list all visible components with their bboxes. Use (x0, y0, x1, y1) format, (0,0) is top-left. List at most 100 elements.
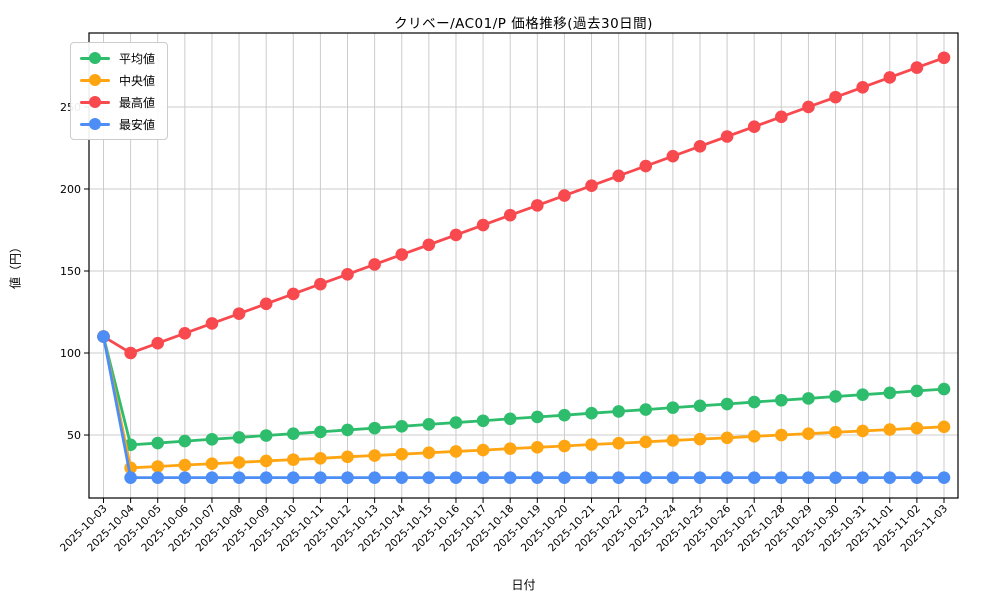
x-axis-label: 日付 (511, 578, 536, 592)
data-point-max (612, 169, 625, 183)
data-point-max (476, 218, 490, 232)
data-point-max (286, 287, 300, 301)
data-point-median (503, 442, 517, 455)
legend-item-max: 最高値 (80, 94, 155, 110)
data-point-median (747, 430, 761, 443)
data-point-min (151, 471, 165, 484)
data-point-median (829, 425, 842, 439)
data-point-average (232, 431, 246, 444)
data-point-min (883, 471, 897, 484)
data-point-median (178, 458, 192, 472)
data-point-min (802, 471, 815, 484)
legend-label-average: 平均値 (119, 51, 156, 66)
y-tick-label: 50 (67, 429, 81, 442)
series-line-min (102, 335, 946, 480)
data-point-average (666, 401, 680, 414)
data-point-max (314, 277, 327, 291)
data-point-min (666, 471, 680, 484)
data-point-average (639, 403, 653, 416)
data-point-min (856, 471, 869, 484)
data-point-average (612, 405, 625, 418)
data-point-min (205, 471, 219, 484)
data-point-average (720, 397, 734, 411)
data-point-min (585, 471, 598, 484)
data-point-average (341, 423, 354, 437)
data-point-median (937, 420, 951, 434)
data-point-min (503, 471, 517, 484)
y-tick-label: 150 (60, 265, 81, 278)
data-point-max (558, 189, 571, 202)
data-point-max (585, 179, 598, 193)
data-point-median (151, 460, 165, 473)
data-point-median (531, 441, 544, 454)
data-point-average (476, 414, 490, 428)
data-point-max (883, 71, 897, 84)
data-point-min (286, 471, 300, 484)
data-point-min (747, 471, 761, 484)
data-point-average (368, 421, 381, 435)
y-tick-label: 100 (60, 347, 81, 360)
data-point-average (775, 393, 788, 407)
data-point-average (558, 408, 571, 422)
data-point-max (503, 208, 517, 222)
data-point-min (531, 471, 544, 484)
legend-label-median: 中央値 (119, 73, 156, 88)
data-point-min (910, 471, 924, 484)
y-tick-label: 200 (60, 183, 81, 196)
axes-box (88, 32, 959, 499)
data-point-max (531, 199, 544, 212)
data-point-min (558, 471, 571, 484)
data-point-median (341, 450, 354, 464)
median-series-marker-icon (80, 72, 110, 88)
legend-item-min: 最安値 (80, 116, 155, 132)
max-series-marker-icon (80, 94, 110, 110)
data-point-average (259, 429, 273, 442)
data-point-max (829, 90, 842, 104)
data-point-average (856, 388, 869, 401)
data-point-min (124, 471, 137, 484)
data-point-max (422, 238, 436, 252)
data-point-median (802, 427, 815, 441)
data-point-median (720, 431, 734, 445)
data-point-median (612, 436, 625, 450)
data-point-average (503, 412, 517, 426)
data-point-min (422, 471, 436, 484)
data-point-average (422, 418, 436, 431)
data-point-median (205, 457, 219, 471)
data-point-max (856, 80, 869, 94)
data-point-max (802, 100, 815, 114)
legend: 平均値 中央値 最高値 最安値 (70, 42, 169, 140)
data-point-max (775, 110, 788, 124)
data-point-max (341, 267, 354, 281)
data-point-median (856, 424, 869, 438)
data-point-average (910, 384, 924, 398)
data-point-median (693, 432, 707, 446)
data-point-min (395, 471, 409, 484)
data-point-max (259, 297, 273, 311)
data-point-median (639, 435, 653, 449)
data-point-min (178, 471, 192, 484)
data-point-median (286, 453, 300, 466)
data-point-average (829, 390, 842, 403)
data-point-max (205, 317, 219, 330)
legend-item-average: 平均値 (80, 50, 155, 66)
data-point-median (910, 421, 924, 435)
data-point-average (883, 386, 897, 400)
data-point-max (124, 346, 137, 360)
data-point-median (314, 452, 327, 465)
data-point-median (368, 449, 381, 462)
data-point-average (395, 420, 409, 433)
data-point-max (747, 120, 761, 133)
data-point-max (368, 258, 381, 271)
data-point-median (232, 456, 246, 469)
data-point-max (178, 327, 192, 340)
data-point-min (639, 471, 653, 484)
data-point-max (232, 307, 246, 320)
data-point-max (151, 336, 165, 350)
data-point-min (693, 471, 707, 484)
average-series-marker-icon (80, 50, 110, 66)
data-point-max (395, 248, 409, 261)
data-point-average (585, 406, 598, 420)
